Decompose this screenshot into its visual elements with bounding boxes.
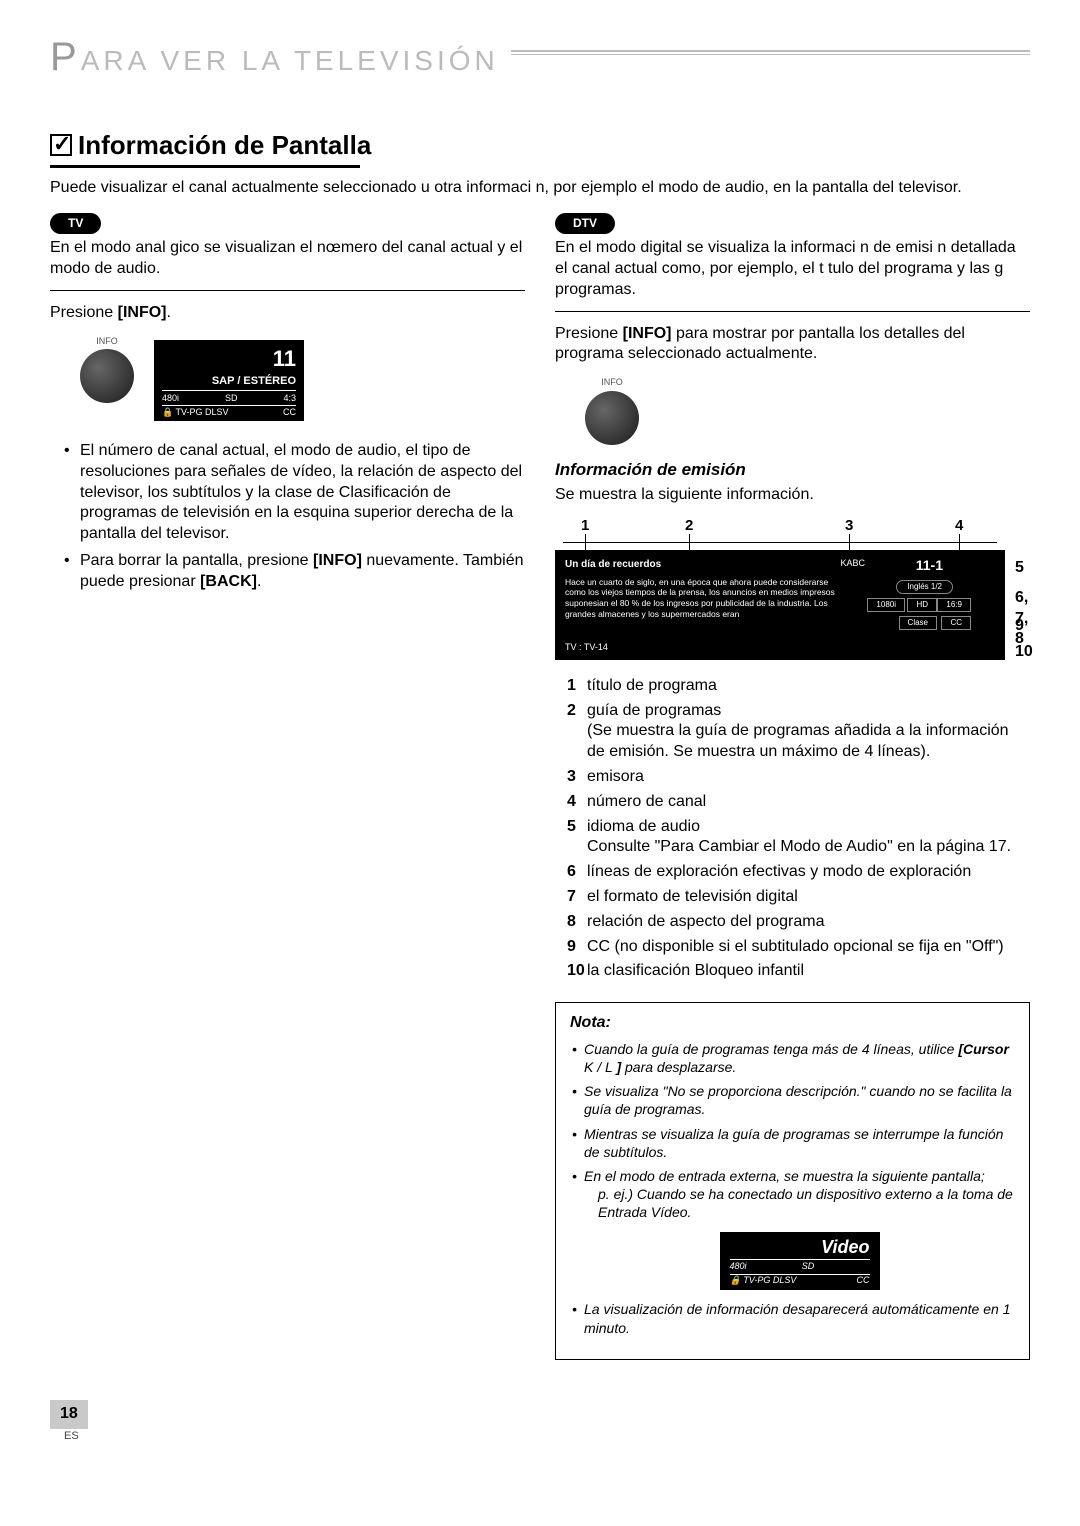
- section-title: Información de Pantalla: [50, 129, 1030, 163]
- dtv-pill: DTV: [555, 213, 615, 235]
- tv-pill: TV: [50, 213, 101, 235]
- dtv-step: Presione [INFO] para mostrar por pantall…: [555, 324, 1030, 366]
- tv-step: Presione [INFO].: [50, 303, 525, 324]
- broadcast-diagram: 1 2 3 4 Un día de recuerdos KABC 11-1 Ha…: [555, 516, 1030, 660]
- tv-mode-desc: En el modo anal gico se visualizan el nœ…: [50, 238, 525, 280]
- page-footer: 18 ES: [50, 1400, 1030, 1443]
- info-button-graphic: INFO: [585, 377, 1030, 445]
- info-button-graphic: INFO: [80, 336, 134, 404]
- dtv-mode-desc: En el modo digital se visualiza la infor…: [555, 238, 1030, 300]
- tv-osd: 11 SAP / ESTÉREO 480iSD4:3 🔒 TV-PG DLSVC…: [154, 340, 304, 421]
- nota-box: Nota: Cuando la guía de programas tenga …: [555, 1002, 1030, 1360]
- tv-bullets: El número de canal actual, el modo de au…: [50, 441, 525, 593]
- broadcast-info-intro: Se muestra la siguiente información.: [555, 485, 1030, 506]
- diagram-legend: 1título de programa 2guía de programas (…: [555, 676, 1030, 982]
- intro-text: Puede visualizar el canal actualmente se…: [50, 178, 1030, 199]
- chapter-title: PARA VER LA TELEVISIÓN: [50, 31, 511, 83]
- broadcast-info-heading: Información de emisión: [555, 459, 1030, 481]
- video-osd: Video 480iSD 🔒 TV-PG DLSVCC: [720, 1232, 880, 1291]
